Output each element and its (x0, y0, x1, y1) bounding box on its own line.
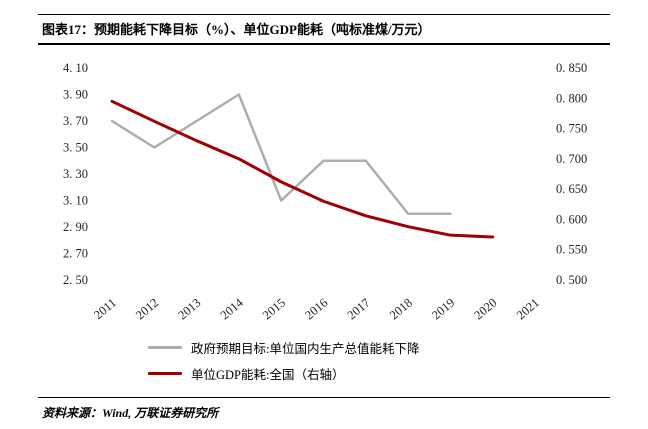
svg-text:3. 90: 3. 90 (63, 88, 88, 102)
svg-text:0. 500: 0. 500 (556, 273, 587, 287)
svg-text:2013: 2013 (175, 296, 203, 323)
chart-canvas: 4. 10 3. 90 3. 70 3. 50 3. 30 3. 10 2. 90 2. 70… (63, 61, 587, 323)
svg-text:2019: 2019 (429, 296, 457, 323)
svg-text:3. 10: 3. 10 (63, 194, 88, 208)
svg-text:0. 600: 0. 600 (556, 212, 587, 226)
svg-text:2015: 2015 (260, 296, 288, 323)
svg-text:2011: 2011 (91, 296, 119, 323)
svg-text:2012: 2012 (133, 296, 161, 323)
chart-area: 4. 10 3. 90 3. 70 3. 50 3. 30 3. 10 2. 90 2. 70… (0, 46, 648, 336)
svg-text:3. 30: 3. 30 (63, 167, 88, 181)
svg-text:2020: 2020 (471, 296, 499, 323)
chart-legend: 政府预期目标:单位国内生产总值能耗下降 单位GDP能耗:全国（右轴） (148, 338, 419, 383)
svg-text:0. 750: 0. 750 (556, 122, 587, 136)
source-note: 资料来源：Wind, 万联证券研究所 (42, 406, 219, 420)
svg-text:0. 550: 0. 550 (556, 243, 587, 257)
svg-text:2021: 2021 (514, 296, 542, 323)
figure-title: 图表17：预期能耗下降目标（%）、单位GDP能耗（吨标准煤/万元） (42, 22, 431, 37)
svg-text:0. 850: 0. 850 (556, 61, 587, 75)
svg-text:3. 50: 3. 50 (63, 141, 88, 155)
legend-item-target: 政府预期目标:单位国内生产总值能耗下降 (148, 338, 419, 357)
figure-footer: 资料来源：Wind, 万联证券研究所 (38, 397, 610, 421)
svg-text:2. 50: 2. 50 (63, 273, 88, 287)
legend-label: 单位GDP能耗:全国（右轴） (191, 368, 345, 382)
svg-text:0. 650: 0. 650 (556, 182, 587, 196)
figure-header: 图表17：预期能耗下降目标（%）、单位GDP能耗（吨标准煤/万元） (38, 14, 610, 45)
svg-text:2016: 2016 (302, 296, 330, 323)
svg-text:2014: 2014 (218, 295, 247, 322)
svg-text:3. 70: 3. 70 (63, 114, 88, 128)
svg-text:2. 90: 2. 90 (63, 220, 88, 234)
svg-text:2. 70: 2. 70 (63, 247, 88, 261)
svg-text:2017: 2017 (345, 296, 373, 323)
legend-label: 政府预期目标:单位国内生产总值能耗下降 (191, 342, 420, 356)
svg-text:2018: 2018 (387, 296, 415, 323)
legend-item-gdp-energy: 单位GDP能耗:全国（右轴） (148, 364, 419, 383)
gray-line-swatch-icon (148, 346, 182, 349)
svg-text:0. 800: 0. 800 (556, 91, 587, 105)
red-line-swatch-icon (148, 372, 182, 375)
svg-text:0. 700: 0. 700 (556, 152, 587, 166)
svg-text:4. 10: 4. 10 (63, 61, 88, 75)
